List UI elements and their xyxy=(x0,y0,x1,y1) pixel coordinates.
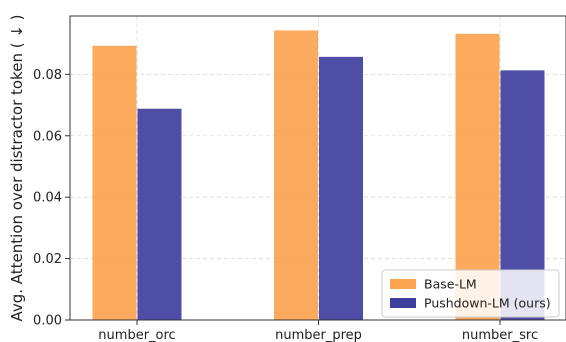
legend-swatch xyxy=(390,298,416,308)
y-tick-label: 0.00 xyxy=(33,314,62,329)
bar-pushdown-lm-number_prep xyxy=(319,57,363,320)
y-axis-label: Avg. Attention over distractor token ( ↓… xyxy=(8,14,26,321)
x-tick-label: number_orc xyxy=(98,328,175,342)
y-tick-label: 0.06 xyxy=(33,129,62,144)
y-tick-label: 0.04 xyxy=(33,191,62,206)
y-tick-label: 0.02 xyxy=(33,252,62,267)
legend-swatch xyxy=(390,279,416,289)
legend-label: Base-LM xyxy=(424,277,477,292)
legend: Base-LM Pushdown-LM (ours) xyxy=(382,270,559,317)
bar-base-lm-number_orc xyxy=(93,46,137,320)
x-tick-label: number_prep xyxy=(275,328,362,342)
bar-pushdown-lm-number_orc xyxy=(138,109,182,320)
y-tick-label: 0.08 xyxy=(33,68,62,83)
bar-base-lm-number_prep xyxy=(274,30,318,320)
x-axis-ticks: number_orc number_prep number_src xyxy=(98,320,538,342)
x-tick-label: number_src xyxy=(462,328,538,342)
y-axis-ticks: 0.00 0.02 0.04 0.06 0.08 xyxy=(33,68,70,329)
legend-label: Pushdown-LM (ours) xyxy=(424,296,551,311)
